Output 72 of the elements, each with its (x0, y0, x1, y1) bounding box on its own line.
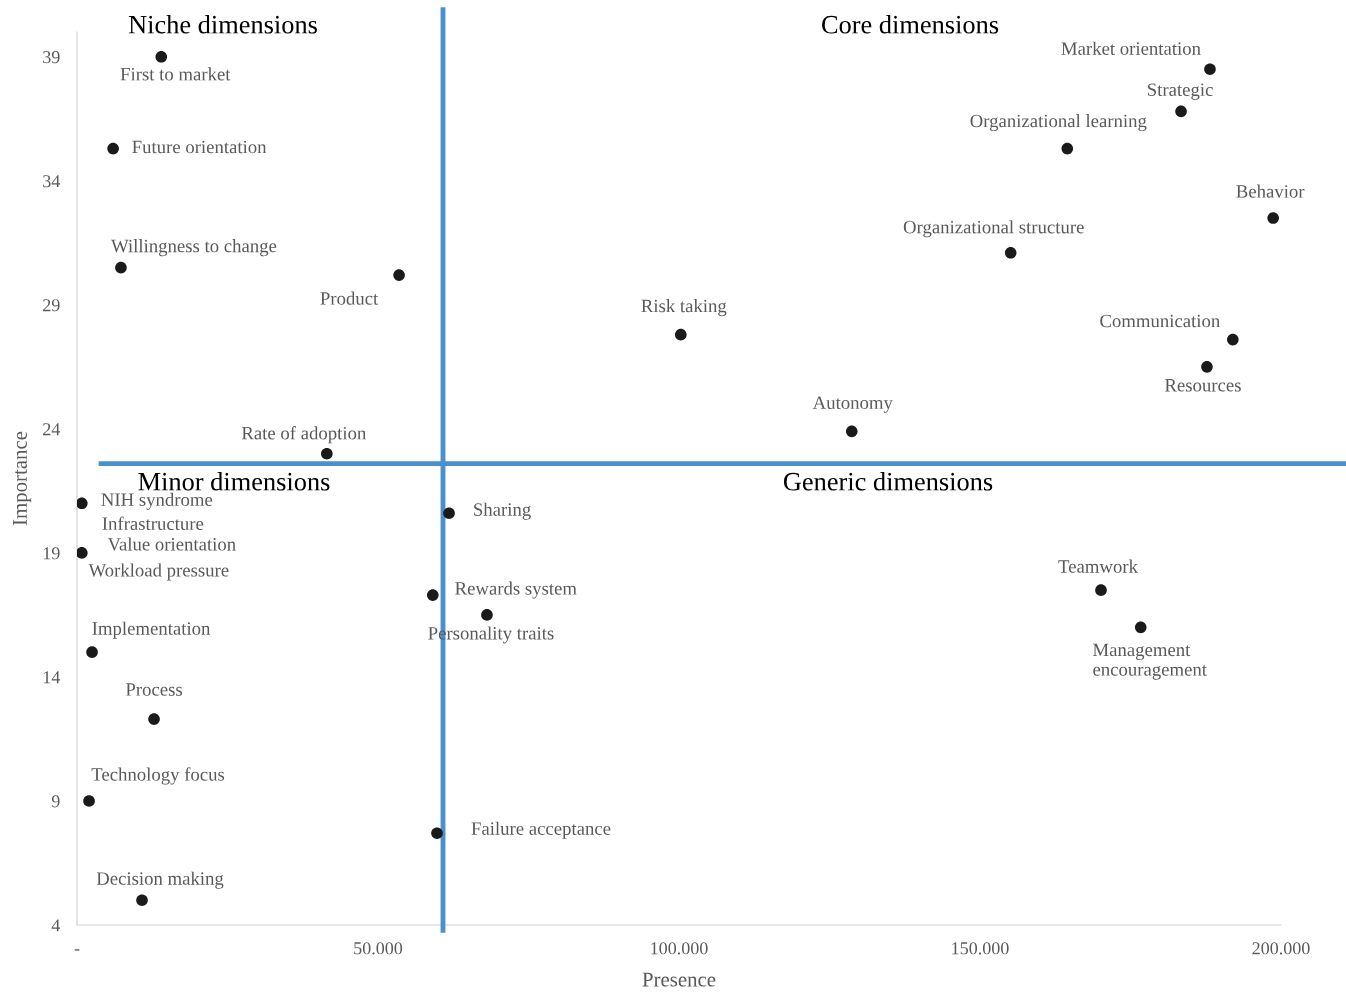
annotation: Generic dimensions (783, 472, 993, 491)
point (136, 894, 148, 906)
x-tick-label: 50.000 (354, 942, 403, 955)
point (443, 507, 455, 520)
y-tick-label: 4 (51, 919, 61, 932)
point (1227, 333, 1239, 346)
annotation: Strategic (1148, 83, 1213, 100)
y-tick-label: 34 (43, 175, 61, 188)
annotation: Niche dimensions (128, 15, 317, 34)
annotation: Minor dimensions (138, 472, 330, 491)
point (1061, 142, 1074, 155)
point (1201, 361, 1213, 373)
point (393, 269, 405, 281)
annotation: Failure acceptance (471, 821, 611, 839)
y-tick-label: 14 (43, 671, 61, 684)
annotation: Organizational learning (970, 114, 1147, 132)
y-tick-label: 19 (43, 547, 60, 560)
annotation: Workload pressure (88, 563, 229, 581)
annotation: Implementation (92, 621, 211, 639)
point (675, 328, 687, 341)
point (321, 447, 333, 460)
point (1204, 63, 1216, 76)
point (77, 497, 88, 510)
annotation: Management encouragement (1093, 643, 1207, 680)
annotation: Willingness to change (111, 239, 277, 257)
point (845, 425, 858, 438)
point (481, 609, 493, 621)
y-tick-label: 39 (43, 51, 60, 64)
x-tick-label: - (74, 949, 80, 951)
point (1095, 584, 1107, 596)
annotation: Value orientation (107, 537, 236, 551)
y-tick-label: 29 (43, 299, 60, 312)
annotation: Future orientation (132, 140, 267, 154)
point (1175, 105, 1187, 118)
annotation: Decision making (96, 871, 224, 889)
annotation: NIH syndrome (101, 492, 213, 510)
point (107, 142, 119, 155)
annotation: Process (125, 683, 183, 696)
point (1004, 246, 1017, 259)
y-tick-label: 9 (51, 795, 60, 808)
annotation: Sharing (474, 502, 531, 520)
annotation: Communication (1100, 314, 1220, 328)
point (1134, 621, 1147, 634)
annotation: Technology focus (91, 767, 225, 785)
annotation: Infrastructure (102, 516, 204, 530)
point (1267, 212, 1279, 224)
annotation: Core dimensions (822, 15, 999, 34)
x-axis-title: Presence (642, 972, 716, 987)
annotation: Rate of adoption (241, 426, 367, 444)
point (77, 547, 88, 559)
point (83, 795, 95, 807)
x-tick-label: 100.000 (651, 942, 708, 955)
annotation: First to market (120, 67, 231, 81)
annotation: Product (320, 291, 379, 305)
point (148, 713, 160, 725)
annotation: Behavior (1236, 184, 1305, 198)
annotation: Risk taking (641, 299, 727, 317)
annotation: Market orientation (1061, 41, 1201, 55)
x-tick-label: 150.000 (952, 942, 1009, 955)
y-tick-label: 24 (43, 423, 61, 436)
annotation: Autonomy (812, 396, 893, 413)
annotation: Teamwork (1058, 559, 1138, 573)
point (426, 589, 439, 601)
annotation: Organizational structure (903, 220, 1084, 238)
point (115, 261, 127, 274)
y-axis-title: Importance (13, 431, 32, 526)
point (155, 51, 168, 63)
annotation: Resources (1164, 379, 1241, 392)
point (431, 827, 443, 840)
point (86, 646, 98, 658)
annotation: Rewards system (455, 581, 577, 599)
x-tick-label: 200.000 (1252, 942, 1310, 955)
